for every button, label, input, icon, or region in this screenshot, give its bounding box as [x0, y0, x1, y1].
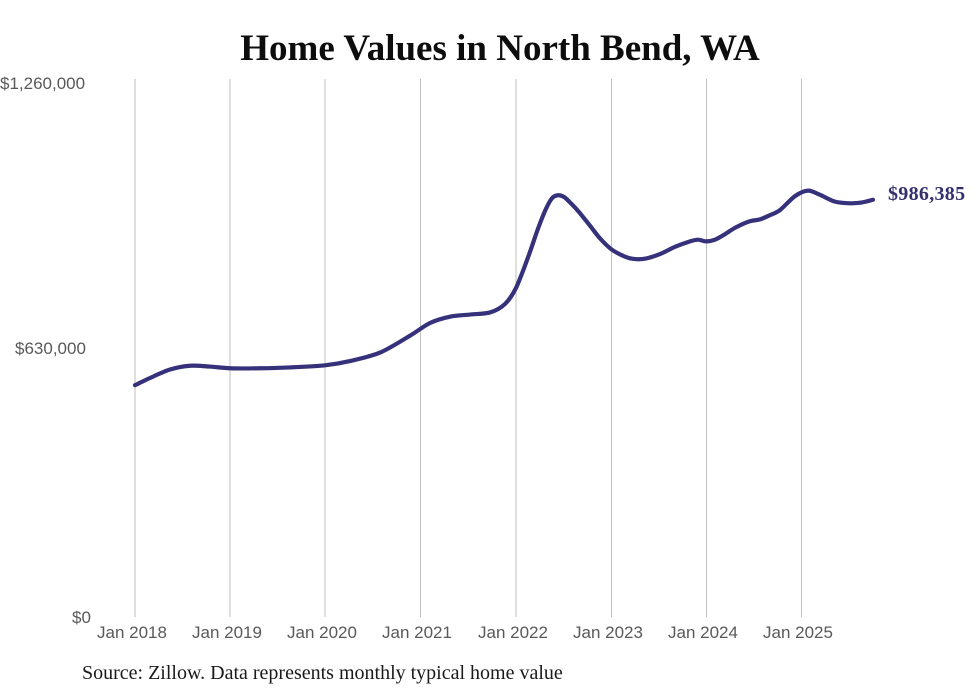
svg-text:$1,260,000: $1,260,000 [0, 74, 85, 93]
svg-text:Jan 2025: Jan 2025 [763, 623, 833, 642]
svg-text:Jan 2018: Jan 2018 [97, 623, 167, 642]
svg-text:Jan 2022: Jan 2022 [478, 623, 548, 642]
svg-text:$630,000: $630,000 [15, 339, 86, 358]
svg-text:Jan 2021: Jan 2021 [382, 623, 452, 642]
svg-text:Jan 2020: Jan 2020 [287, 623, 357, 642]
svg-text:Jan 2019: Jan 2019 [192, 623, 262, 642]
svg-text:Jan 2024: Jan 2024 [668, 623, 738, 642]
svg-text:$986,385: $986,385 [888, 183, 965, 205]
svg-text:Jan 2023: Jan 2023 [573, 623, 643, 642]
svg-text:$0: $0 [72, 608, 91, 627]
